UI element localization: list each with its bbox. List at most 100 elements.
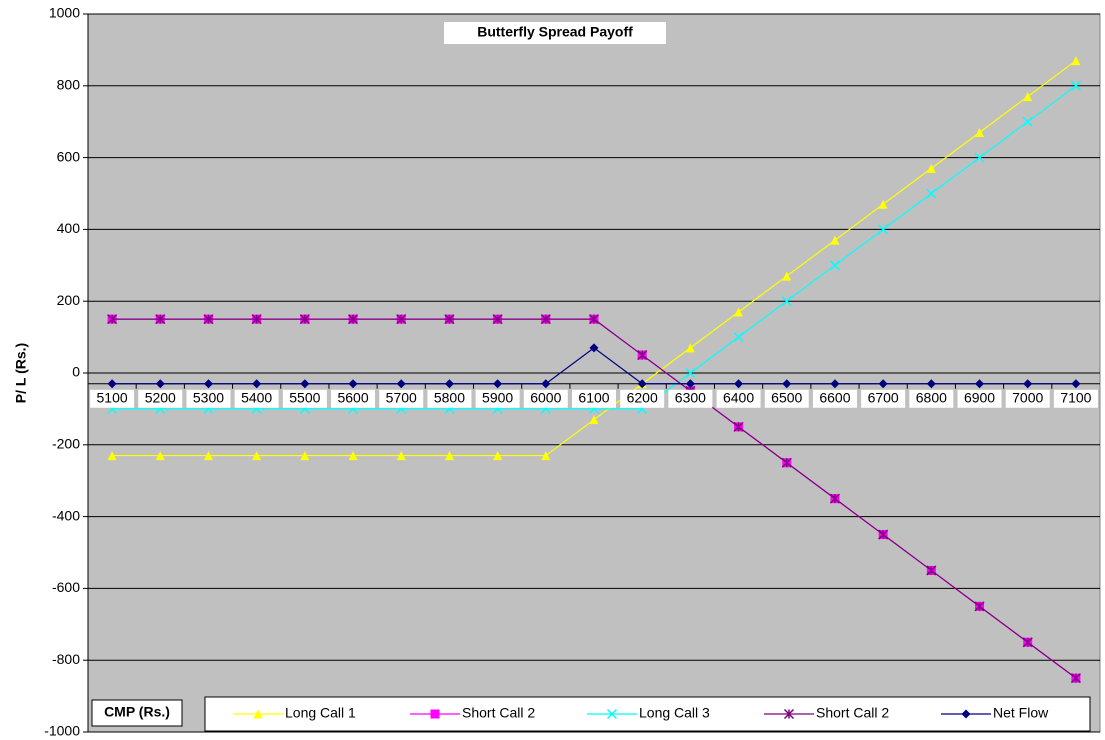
marker [637,350,648,361]
marker [1070,673,1081,684]
x-tick-label: 5500 [289,389,320,405]
marker [685,367,696,379]
marker [1023,92,1033,102]
marker [975,127,985,137]
marker [961,709,971,719]
x-tick-label-bg [379,389,424,408]
x-tick-label: 7100 [1060,389,1091,405]
legend-label: Short Call 2 [462,705,535,721]
marker [155,379,165,389]
marker [396,379,406,389]
y-tick-label: -200 [52,436,80,452]
y-tick-label: 200 [57,292,81,308]
marker [878,199,888,209]
marker [540,314,551,325]
y-tick-label: 600 [57,148,81,164]
marker [829,260,840,271]
marker [430,709,440,719]
marker [829,493,840,504]
x-tick-label: 5800 [434,389,465,405]
x-tick-label: 6000 [530,389,561,405]
marker [348,379,358,389]
x-tick-label-bg [475,389,520,408]
marker [253,709,263,719]
y-tick-label: -600 [52,579,80,595]
marker [348,314,359,325]
x-tick-label: 6900 [964,389,995,405]
series [107,314,1081,684]
x-tick-label: 7000 [1012,389,1043,405]
x-tick-label-bg [572,389,616,408]
x-tick-label: 5100 [97,389,128,405]
x-tick-label-bg [523,389,568,408]
x-tick-label-bg [812,389,857,408]
marker [251,314,262,325]
marker [926,188,937,199]
marker [589,343,599,353]
y-tick-label: -800 [52,651,80,667]
marker [300,379,310,389]
x-tick-label-bg [1053,389,1098,408]
marker [1071,56,1081,66]
x-tick-label-bg [957,389,1002,408]
y-tick-label: 400 [57,220,81,236]
marker [107,314,118,325]
marker [396,451,406,461]
x-tick-label-bg [427,389,472,408]
marker [492,314,503,325]
marker [830,379,840,389]
x-tick-label-bg [186,389,231,408]
marker [588,314,600,325]
marker [926,163,936,173]
x-tick-label-bg [620,389,665,408]
x-tick-label-bg [764,389,809,408]
marker [203,451,213,461]
marker [444,314,455,325]
legend-entry: Net Flow [941,705,1049,721]
marker [444,451,454,461]
marker [926,379,936,389]
marker [1023,379,1033,389]
x-tick-label: 5900 [482,389,513,405]
y-axis-title-group: P/ L (Rs.) [13,343,29,403]
marker [685,343,695,353]
x-tick-label: 6100 [578,389,609,405]
marker [782,379,792,389]
marker [782,271,792,281]
x-tick-label-bg [331,389,376,408]
marker [878,224,889,235]
legend-entry: Long Call 1 [233,705,356,721]
x-tick-label-bg [1005,389,1050,408]
marker [493,379,503,389]
series [107,343,1081,389]
x-tick-label-bg [668,389,713,408]
x-tick-label-bg [234,389,279,408]
marker [637,379,647,389]
y-axis-title: P/ L (Rs.) [13,343,29,403]
marker [203,314,214,325]
x-tick-label-bg [138,389,183,408]
x-tick-label: 6500 [771,389,802,405]
marker [733,421,744,432]
marker [1022,116,1033,127]
marker [541,451,551,461]
legend-entry: Long Call 3 [587,705,710,721]
y-tick-label: -1000 [44,723,80,739]
legend-label: Short Call 2 [816,705,889,721]
marker [493,451,503,461]
marker [734,379,744,389]
series [107,80,1081,414]
x-tick-label: 6600 [819,389,850,405]
marker [589,415,599,425]
x-tick-label: 6200 [627,389,658,405]
marker [300,451,310,461]
marker [155,314,166,325]
x-axis-title-bg [91,699,183,727]
marker [734,307,744,317]
marker [878,379,888,389]
marker [1071,379,1081,389]
marker [974,152,985,163]
marker [252,379,262,389]
marker [444,379,454,389]
title-bg [444,22,666,44]
